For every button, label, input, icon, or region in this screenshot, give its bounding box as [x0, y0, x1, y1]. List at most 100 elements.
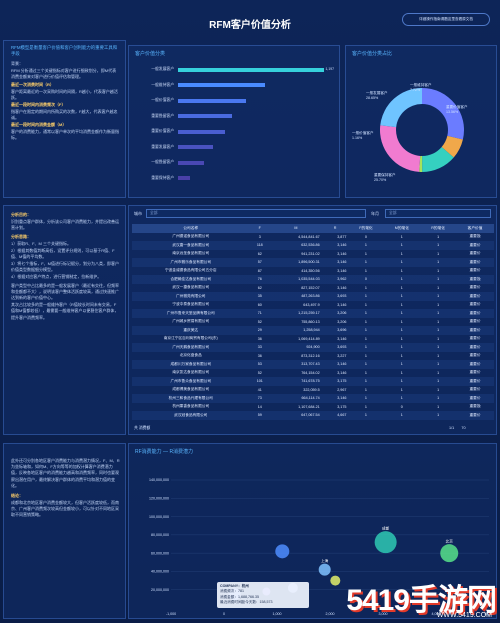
table-cell: 487,263.86 [270, 292, 322, 301]
table-row[interactable]: 广州雅苑有限公司 35 487,263.86 3,693 1 1 1 重要价 [132, 292, 494, 301]
donut-slice[interactable] [419, 155, 423, 172]
column-header[interactable]: M [270, 224, 322, 233]
table-cell: 1,035,544.03 [270, 275, 322, 284]
bubble[interactable] [275, 544, 290, 559]
column-header[interactable]: F [249, 224, 271, 233]
table-cell: 1 [364, 404, 367, 409]
r-label: 最近一次消费时间（R） [11, 82, 54, 88]
table-cell: 重要价 [469, 353, 481, 358]
donut-slice[interactable] [380, 125, 421, 172]
table-row[interactable]: 广州德诺食品有限公司 3 4,544,841.67 3,877 0 1 1 重要挽 [132, 233, 494, 242]
table-cell: 1 [400, 336, 403, 341]
table-cell: 3,962 [321, 275, 349, 284]
bubble-label: 成都 [382, 526, 390, 531]
analysis-method-label: 分析思路： [11, 234, 31, 240]
bar[interactable] [178, 98, 246, 103]
donut-slice[interactable] [380, 88, 422, 128]
pie-chart-title: 客户价值分类占比 [352, 51, 393, 57]
table-cell: 宁波金诚德食品有限公司五分店 [164, 268, 217, 273]
donut-slice[interactable] [422, 88, 464, 140]
r-text: 客户距离最近的一次采购时间的间隔，R越小，代表客户越活跃。 [11, 89, 118, 101]
table-cell: 1 [364, 285, 367, 290]
page-size[interactable]: 70 [461, 426, 466, 430]
column-header[interactable]: R [321, 224, 349, 233]
y-tick-label: 140,000,000 [149, 478, 169, 482]
bar[interactable] [178, 67, 324, 72]
table-row[interactable]: 杭州三和食品代理有限公司 73 664,114.74 3,146 1 1 1 重要价 [132, 394, 494, 403]
m-text: 客户的消费能力，通常以客户单次的平均消费金额作为衡量指标。 [11, 128, 119, 140]
table-cell: 1 [364, 251, 367, 256]
table-row[interactable]: 宁波中泰食品有限公司 60 643,497.9 3,146 1 1 1 重要价 [132, 301, 494, 310]
table-cell: 重要价 [456, 326, 494, 335]
table-cell: 53 [249, 360, 271, 369]
bar[interactable] [178, 114, 232, 118]
x-tick-label: 1,000 [273, 612, 282, 616]
table-cell: 武汉唐一食品有限公司 [132, 241, 250, 250]
bubble[interactable] [330, 575, 341, 586]
table-row[interactable]: 南京江宁区百利商贸有限公司(东) 36 1,069,414.89 3,146 1 1 1 重要… [132, 335, 494, 344]
table-row[interactable]: 广州市鲁众食品有限公司 101 741,678.75 3,175 1 1 1 重要价 [132, 377, 494, 386]
table-row[interactable]: 武汉一捷食品有限公司 62 827,152.07 3,146 1 1 1 重要价 [132, 284, 494, 293]
bar[interactable] [178, 145, 213, 149]
table-cell: 1 [400, 370, 403, 375]
m-label: 最近一段时间内消费金额（M） [11, 121, 67, 127]
table-cell: 1 [348, 394, 384, 403]
help-guide-button[interactable]: 详细操作指南请戳这里查看原文档 [402, 13, 490, 26]
table-row[interactable]: 南京远圣食品有限公司 62 941,231.02 3,146 1 1 1 重要价 [132, 250, 494, 259]
f-text: 指客户在限定的期间内所购买的次数，F越大，代表客户越忠诚。 [11, 108, 118, 120]
table-cell: 101 [249, 377, 271, 386]
table-row[interactable]: 武汉冠食品有限公司 59 647,067.54 4,667 1 1 1 重要价 [132, 411, 494, 420]
table-row[interactable]: 广州市雅乐食品有限公司 57 1,896,500.31 3,146 1 1 1 重要价 [132, 258, 494, 267]
page-indicator[interactable]: 1/1 [449, 426, 455, 430]
table-cell: 3,206 [321, 309, 349, 318]
table-row[interactable]: 重庆美达 29 1,258,944 3,696 1 1 1 重要价 [132, 326, 494, 335]
year-select[interactable]: 全部 [385, 209, 491, 218]
table-row[interactable]: 广州天鹅食品有限公司 33 924,900 3,693 1 1 1 重要价 [132, 343, 494, 352]
column-header[interactable]: R的毫化 [420, 224, 457, 233]
bubble[interactable] [374, 531, 397, 554]
scatter-title: RF消费能力 — R消费潜力 [135, 449, 194, 455]
column-header[interactable]: 客户价值 [456, 224, 494, 233]
bar[interactable] [178, 176, 190, 180]
city-filter-label: 城市 [134, 211, 142, 216]
bar[interactable] [178, 83, 265, 87]
table-row[interactable]: 成都博美食品有限公司 41 322,059.5 2,967 1 1 1 重要价 [132, 386, 494, 395]
table-row[interactable]: 武汉唐一食品有限公司 118 632,536.86 3,146 1 1 1 重要价 [132, 241, 494, 250]
city-select[interactable]: 全部 [146, 209, 366, 218]
bar-category-label: 一般发展客户 [151, 67, 174, 71]
table-row[interactable]: 南京凯达食品有限公司 52 764,154.02 3,146 1 1 1 重要价 [132, 369, 494, 378]
intro-panel: RFM模型是衡量客户价值和客户创利能力的重要工具和手段 背景： RFM 分析通过… [3, 40, 126, 198]
bar-row: 重要挽留客户 [132, 113, 339, 120]
intro-bg-label: 背景： [11, 61, 23, 66]
donut-slice[interactable] [422, 147, 454, 172]
table-cell: 杭州三和食品代理有限公司 [132, 394, 250, 403]
bubble[interactable] [455, 594, 464, 603]
column-header[interactable]: M的毫化 [383, 224, 421, 233]
bar[interactable] [178, 129, 225, 134]
table-cell: 1 [420, 309, 457, 318]
table-row[interactable]: 宁波金诚德食品有限公司五分店 87 414,350.56 3,146 1 1 1 重要价 [132, 267, 494, 276]
column-header[interactable]: 公司名称 [132, 224, 250, 233]
table-row[interactable]: 成都川万家食品有限公司 53 313,707.43 3,146 1 1 1 重要价 [132, 360, 494, 369]
donut-slice[interactable] [441, 135, 463, 158]
bubble[interactable] [440, 544, 459, 563]
bubble[interactable] [318, 563, 331, 576]
table-row[interactable]: 杭州果香食品有限公司 14 1,107,684.21 3,175 1 0 1 重要挽 [132, 403, 494, 412]
table-cell: 杭州果香食品有限公司 [172, 404, 210, 409]
table-row[interactable]: 合肥赣佳达食品有限公司 76 1,035,544.03 3,962 0 1 1 重要挽 [132, 275, 494, 284]
table-row[interactable]: 北京化盘食品 36 873,312.16 3,227 1 1 1 重要价 [132, 352, 494, 361]
table-cell: 重要价 [469, 268, 481, 273]
table-cell: 1 [383, 292, 421, 301]
bar-row: 重要价值客户 [132, 128, 339, 135]
table-cell: 1 [437, 370, 440, 375]
table-cell: 1 [400, 353, 403, 358]
x-tick-label: 2,000 [326, 612, 335, 616]
column-header[interactable]: F的毫化 [348, 224, 384, 233]
table-row[interactable]: 广州市鲁来天堂品牌有限公司 71 1,215,259.17 3,206 1 1 1 重要价 [132, 309, 494, 318]
bar-category-label: 重要保持客户 [151, 175, 174, 180]
bar[interactable] [178, 160, 204, 165]
bar-row: 一般维持客户 [132, 82, 339, 89]
table-cell: 33 [249, 343, 271, 352]
table-row[interactable]: 广州城乡贸易有限公司 52 755,860.13 3,206 1 1 1 重要价 [132, 318, 494, 327]
table-cell: 北京化盘食品 [179, 353, 202, 358]
